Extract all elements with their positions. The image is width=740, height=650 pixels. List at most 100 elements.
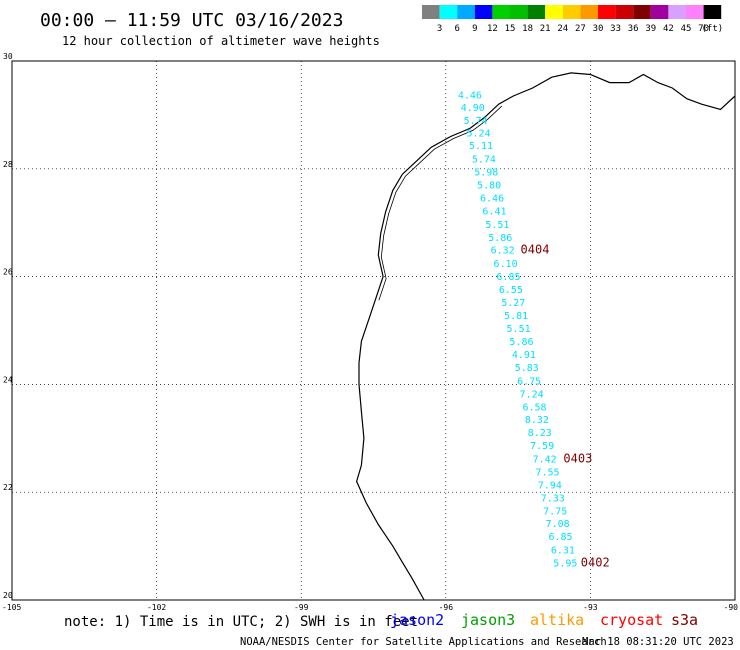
pass-id-label: 0404 [521,242,550,256]
legend-swatch [510,5,528,19]
map-subtitle: 12 hour collection of altimeter wave hei… [62,34,380,48]
footer-timestamp: Mar 18 08:31:20 UTC 2023 [582,636,734,648]
legend-label: 3 [437,24,442,34]
legend-swatch [422,5,440,19]
swh-value: 6.10 [494,259,518,270]
legend-swatch [527,5,546,19]
swh-value: 5.74 [464,116,488,127]
swh-value: 7.75 [543,506,567,517]
swh-value: 5.74 [472,154,496,165]
swh-value: 5.51 [507,324,531,335]
legend-label: 39 [645,24,656,34]
lon-tick-label: -105 [2,603,21,612]
swh-value: 5.98 [474,167,498,178]
legend-swatch [668,5,686,19]
legend-label: 6 [454,24,459,34]
legend-label: 21 [540,24,551,34]
swh-value: 7.94 [538,480,562,491]
mission-name: jason3 [461,611,515,629]
swh-value: 7.55 [535,467,559,478]
pass-labels: 0404 0403 0402 [521,242,610,569]
swh-value: 5.11 [469,141,493,152]
legend-swatch [686,5,704,19]
legend-label: 45 [681,24,692,34]
swh-value: 5.81 [504,311,528,322]
legend-label: 15 [505,24,516,34]
legend-swatch [492,5,510,19]
pass-id-label: 0402 [581,556,610,570]
footer-note: note: 1) Time is in UTC; 2) SWH is in fe… [64,614,418,630]
legend-swatch [598,5,616,19]
legend-label: 36 [628,24,639,34]
swh-value: 4.46 [458,91,482,102]
footer-credit: NOAA/NESDIS Center for Satellite Applica… [240,636,607,648]
swh-value: 5.80 [477,181,501,192]
lat-tick-label: 20 [3,591,13,600]
swh-value: 6.85 [496,272,520,283]
lon-tick-label: -99 [294,603,309,612]
swh-value: 5.83 [515,363,539,374]
legend-swatch [650,5,669,19]
mission-legend: jason2 jason3 altika cryosat s3a [390,611,698,629]
legend-swatch [439,5,458,19]
swh-value: 6.32 [491,245,515,256]
barrier-islands [378,105,503,301]
swh-value: 5.86 [488,233,512,244]
swh-value: 6.55 [499,285,523,296]
legend-label: 24 [557,24,568,34]
lat-tick-label: 26 [3,268,13,277]
legend-label: 27 [575,24,586,34]
swh-value: 7.08 [546,519,570,530]
axis-tick-labels: -105 -102 -99 -96 -93 -90 30 28 26 24 22 20 [2,52,738,612]
swh-value: 8.23 [528,428,552,439]
legend-swatch [474,5,493,19]
legend-label: 9 [472,24,477,34]
lon-tick-label: -96 [439,603,454,612]
mission-name: altika [530,611,584,629]
legend-swatch [562,5,581,19]
legend-swatch [703,5,722,19]
swh-value: 6.75 [517,376,541,387]
legend-unit: (ft) [702,24,724,34]
swh-value: 7.42 [533,455,557,466]
swh-value: 6.31 [551,546,575,557]
swh-value: 6.85 [548,532,572,543]
lon-tick-label: -90 [724,603,739,612]
swh-value: 5.51 [485,220,509,231]
swh-value: 7.24 [520,389,544,400]
swh-value: 6.46 [480,194,504,205]
legend-swatch [545,5,563,19]
legend-swatch [580,5,598,19]
lon-tick-label: -102 [147,603,166,612]
lat-tick-label: 24 [3,375,13,384]
swh-value: 6.41 [482,207,506,218]
swh-value: 8.32 [525,415,549,426]
mission-name: jason2 [390,611,444,629]
pass-id-label: 0403 [563,452,592,466]
legend-label: 30 [593,24,604,34]
satellite-track: 4.464.905.745.245.115.745.985.806.466.41… [458,91,578,570]
lat-tick-label: 30 [3,52,13,61]
legend-label: 12 [487,24,498,34]
swh-value: 5.95 [553,559,577,570]
legend-label: 33 [610,24,621,34]
legend-swatch [615,5,634,19]
lat-lon-gridlines [12,61,735,600]
mission-name: cryosat [600,611,663,629]
legend-swatch [633,5,651,19]
lat-tick-label: 28 [3,160,13,169]
color-legend: 3 6 9 12 15 18 21 24 27 30 33 36 39 42 45 70(ft) [422,5,723,34]
legend-swatch [457,5,475,19]
legend-label: 70 [698,24,709,34]
lon-tick-label: -93 [583,603,598,612]
swh-value: 5.24 [467,128,491,139]
swh-value: 7.59 [530,441,554,452]
map-frame [11,60,736,601]
swh-value: 5.27 [501,298,525,309]
lat-tick-label: 22 [3,483,13,492]
coastline [355,72,736,601]
legend-label: 42 [663,24,674,34]
map-title: 00:00 – 11:59 UTC 03/16/2023 [40,10,343,31]
